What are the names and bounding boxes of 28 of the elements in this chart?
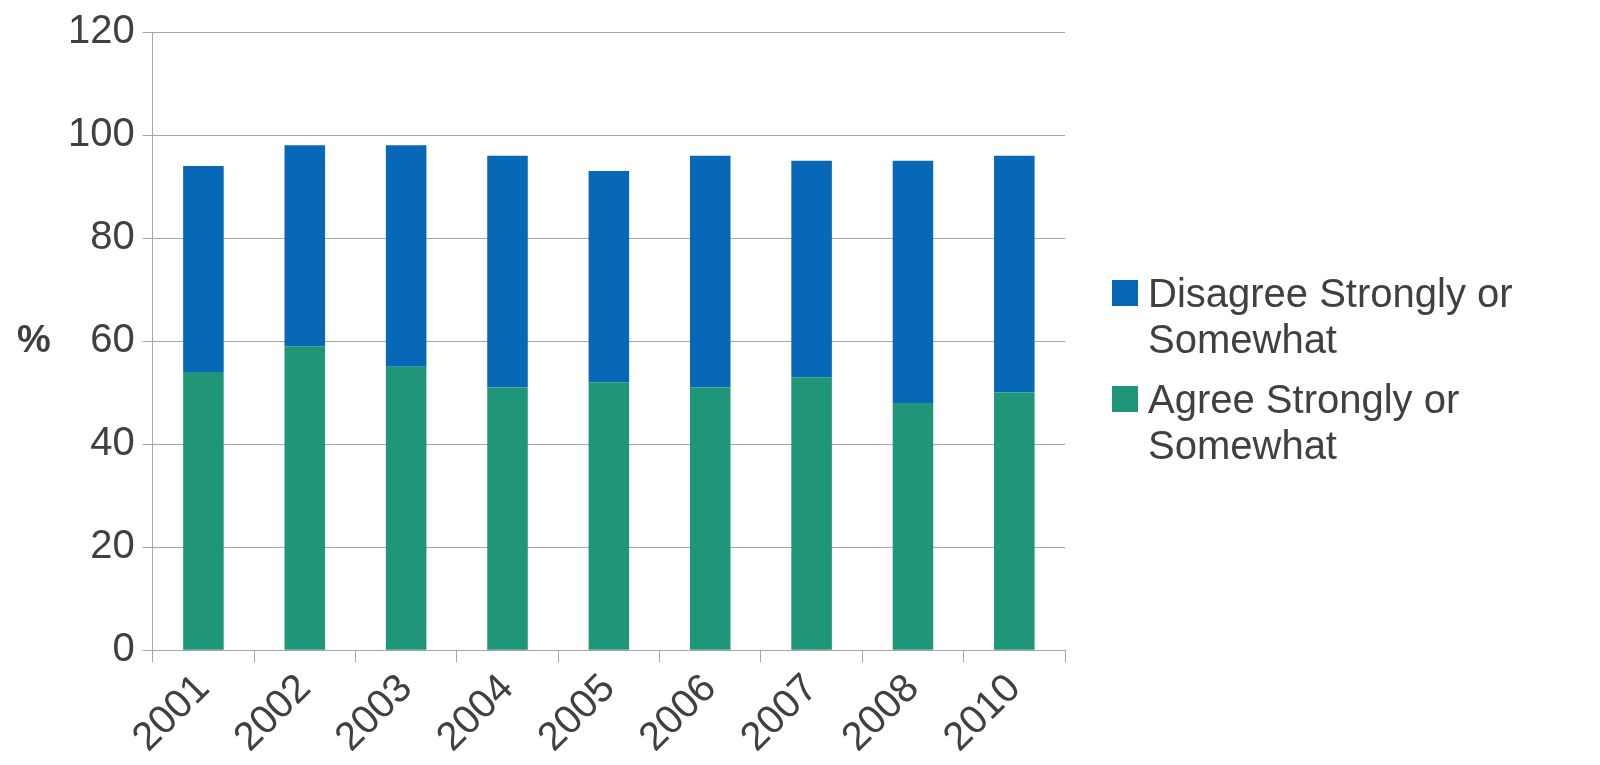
legend-label: Agree Strongly or Somewhat bbox=[1148, 376, 1461, 468]
bar bbox=[791, 377, 832, 650]
y-tick-label: 20 bbox=[90, 522, 135, 567]
bar bbox=[994, 392, 1035, 650]
bar bbox=[994, 155, 1035, 393]
y-tick-label: 100 bbox=[67, 110, 135, 155]
bar bbox=[487, 155, 528, 388]
bar bbox=[284, 346, 326, 650]
y-axis-title: % bbox=[17, 317, 51, 360]
bar bbox=[892, 160, 934, 403]
bar bbox=[791, 160, 832, 378]
y-tick-label: 60 bbox=[90, 316, 135, 361]
bar bbox=[183, 371, 224, 650]
legend-label: Disagree Strongly or Somewhat bbox=[1148, 270, 1514, 362]
bar bbox=[588, 171, 630, 383]
bar bbox=[183, 165, 224, 372]
bar bbox=[487, 387, 528, 650]
bar bbox=[892, 402, 934, 650]
y-tick-label: 0 bbox=[112, 625, 135, 670]
bar bbox=[385, 366, 427, 650]
bar bbox=[689, 155, 731, 388]
bar bbox=[689, 387, 731, 650]
y-tick-label: 40 bbox=[90, 419, 135, 464]
bar bbox=[588, 382, 630, 650]
bar bbox=[385, 145, 427, 367]
bar bbox=[284, 145, 326, 347]
y-tick-label: 120 bbox=[67, 7, 135, 52]
y-tick-label: 80 bbox=[90, 213, 135, 258]
